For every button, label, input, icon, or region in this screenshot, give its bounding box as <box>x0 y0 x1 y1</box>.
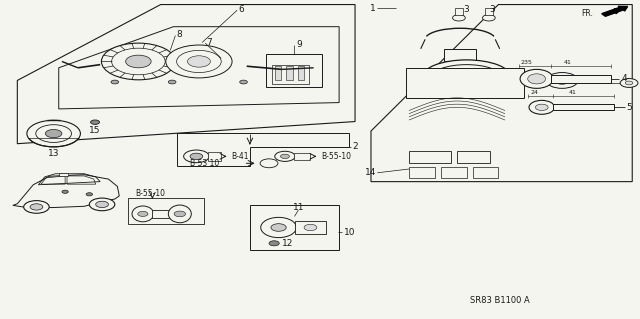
Ellipse shape <box>447 70 486 84</box>
FancyArrow shape <box>602 6 628 16</box>
Text: 15: 15 <box>90 126 101 135</box>
Text: 11: 11 <box>293 203 305 212</box>
Circle shape <box>91 120 100 124</box>
Bar <box>455 8 463 15</box>
Circle shape <box>188 56 211 67</box>
Ellipse shape <box>520 69 553 88</box>
Circle shape <box>452 15 465 21</box>
Text: 41: 41 <box>563 60 571 65</box>
Text: B-55-10: B-55-10 <box>135 189 165 198</box>
Bar <box>457 151 490 163</box>
Ellipse shape <box>529 100 554 114</box>
Bar <box>266 54 322 87</box>
Ellipse shape <box>168 205 191 223</box>
Circle shape <box>30 204 43 210</box>
Circle shape <box>240 80 247 84</box>
Text: 13: 13 <box>48 149 60 158</box>
Bar <box>272 65 309 84</box>
Bar <box>441 167 467 178</box>
Text: 2: 2 <box>352 142 358 151</box>
Text: 5: 5 <box>627 103 632 112</box>
Circle shape <box>45 130 62 138</box>
Text: 24: 24 <box>531 90 538 95</box>
Circle shape <box>483 15 495 21</box>
Bar <box>208 152 221 161</box>
Ellipse shape <box>132 206 154 222</box>
Text: 7: 7 <box>207 38 212 47</box>
Bar <box>298 66 304 80</box>
Circle shape <box>174 211 186 217</box>
Bar <box>473 167 499 178</box>
Bar <box>485 8 493 15</box>
Text: FR.: FR. <box>581 9 593 18</box>
Circle shape <box>101 43 175 80</box>
Circle shape <box>27 120 81 147</box>
Circle shape <box>166 45 232 78</box>
Text: SR83 B1100 A: SR83 B1100 A <box>470 296 529 305</box>
Ellipse shape <box>260 217 296 238</box>
Text: 10: 10 <box>344 228 355 237</box>
Circle shape <box>190 153 203 160</box>
Bar <box>409 151 451 163</box>
Circle shape <box>90 198 115 211</box>
Circle shape <box>625 81 633 85</box>
Text: 41: 41 <box>568 90 576 95</box>
Bar <box>444 49 476 61</box>
Bar <box>275 66 281 80</box>
Bar <box>294 220 326 234</box>
Circle shape <box>24 201 49 213</box>
Ellipse shape <box>431 65 502 90</box>
Bar <box>127 198 204 224</box>
Bar <box>550 75 611 83</box>
Ellipse shape <box>536 104 548 110</box>
Text: 1: 1 <box>371 4 376 13</box>
Text: 6: 6 <box>239 5 244 14</box>
Bar <box>152 210 171 218</box>
Text: 12: 12 <box>282 239 293 248</box>
Text: 8: 8 <box>177 30 182 39</box>
Text: 3: 3 <box>464 5 469 14</box>
Circle shape <box>269 241 279 246</box>
Circle shape <box>280 154 289 159</box>
Bar <box>59 173 68 176</box>
Bar <box>406 68 524 98</box>
Circle shape <box>275 151 295 161</box>
Circle shape <box>62 190 68 193</box>
Text: B-55-10: B-55-10 <box>321 152 351 161</box>
Circle shape <box>125 55 151 68</box>
Circle shape <box>86 193 93 196</box>
Circle shape <box>184 150 209 163</box>
Circle shape <box>260 159 278 168</box>
Polygon shape <box>59 27 339 109</box>
Ellipse shape <box>546 72 578 88</box>
Bar <box>553 104 614 110</box>
Bar <box>409 167 435 178</box>
Circle shape <box>304 224 317 231</box>
Circle shape <box>177 50 221 72</box>
Ellipse shape <box>422 60 511 95</box>
Circle shape <box>554 77 570 84</box>
Text: 3: 3 <box>489 5 495 14</box>
Bar <box>286 66 292 80</box>
Circle shape <box>111 80 118 84</box>
Circle shape <box>138 211 148 216</box>
Bar <box>250 205 339 250</box>
Bar <box>294 152 310 160</box>
Circle shape <box>271 224 286 231</box>
Circle shape <box>620 78 638 87</box>
Circle shape <box>96 201 108 208</box>
Text: 14: 14 <box>365 168 376 177</box>
Text: 9: 9 <box>296 40 302 48</box>
Circle shape <box>168 80 176 84</box>
Circle shape <box>36 125 72 142</box>
Text: 235: 235 <box>521 60 532 65</box>
Text: B 53 10: B 53 10 <box>190 159 220 168</box>
Circle shape <box>111 48 165 75</box>
Text: 4: 4 <box>621 74 627 83</box>
Ellipse shape <box>528 74 545 84</box>
Text: B-41: B-41 <box>232 152 249 161</box>
